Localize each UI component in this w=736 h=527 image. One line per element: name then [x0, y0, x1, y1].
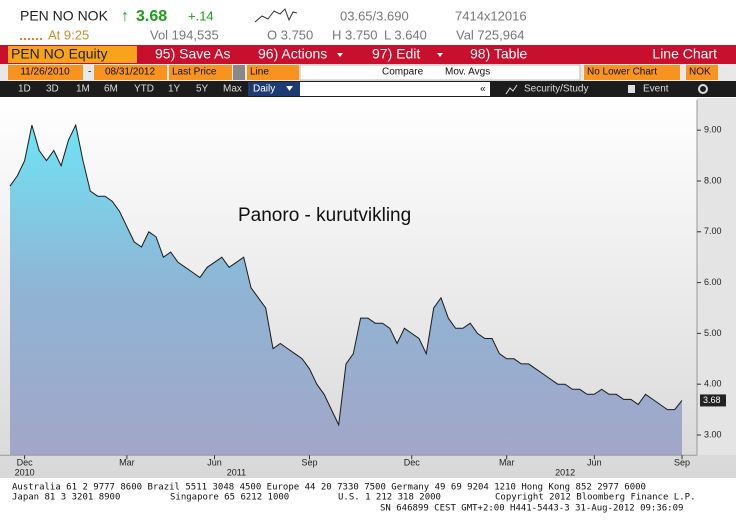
- view-title: Line Chart: [652, 46, 717, 62]
- save-as[interactable]: 95) Save As: [155, 46, 231, 62]
- y-tick-label: 4.00: [704, 379, 722, 389]
- bid-ask: 03.65/3.690: [340, 8, 409, 23]
- start-date: 11/26/2010: [20, 67, 70, 78]
- year-label: 2010: [15, 468, 35, 478]
- frequency: Daily: [253, 84, 275, 95]
- compare[interactable]: Compare: [382, 67, 424, 78]
- style-box[interactable]: [247, 65, 299, 80]
- ticker: PEN NO NOK: [20, 8, 109, 24]
- end-date: 08/31/2012: [105, 67, 155, 78]
- dropdown-arrow: [437, 53, 443, 57]
- end-box[interactable]: [94, 65, 167, 80]
- high: H 3.750: [332, 27, 378, 42]
- x-tick-label: Dec: [17, 458, 34, 468]
- y-tick-label: 7.00: [704, 226, 722, 236]
- dropdown[interactable]: [233, 65, 245, 80]
- open: O 3.750: [267, 27, 313, 42]
- range-button[interactable]: 3D: [46, 84, 59, 95]
- y-tick-label: 5.00: [704, 328, 722, 338]
- mov-avgs[interactable]: Mov. Avgs: [445, 67, 490, 78]
- start-box[interactable]: [8, 65, 83, 80]
- sparkline: [254, 8, 298, 23]
- footer-line: Singapore 65 6212 1000: [170, 493, 289, 503]
- dropdown-arrow: [337, 53, 343, 57]
- size: 7414x12016: [455, 8, 527, 23]
- x-tick-label: Dec: [404, 458, 421, 468]
- field: Last Price: [172, 67, 217, 78]
- range-button[interactable]: 1Y: [168, 84, 181, 95]
- year-label: 2012: [555, 468, 575, 478]
- footer: Australia 61 2 9777 8600 Brazil 5511 304…: [12, 483, 695, 514]
- style: Line: [250, 67, 269, 78]
- settings-icon[interactable]: [698, 84, 708, 94]
- security-study[interactable]: Security/Study: [524, 84, 588, 95]
- area: [10, 125, 682, 456]
- dropdown-arrow: [286, 86, 293, 91]
- x-tick-label: Jun: [587, 458, 602, 468]
- footer-line: Australia 61 2 9777 8600 Brazil 5511 304…: [12, 483, 646, 493]
- separator: -: [88, 67, 91, 78]
- security: PEN NO Equity: [11, 46, 107, 62]
- annotation: Panoro - kurutvikling: [238, 205, 411, 226]
- range-button[interactable]: 1D: [18, 84, 31, 95]
- field-box[interactable]: [169, 65, 232, 80]
- direction: ↑: [121, 8, 129, 25]
- frequency-box[interactable]: [248, 82, 300, 96]
- x-tick-label: Sep: [674, 458, 690, 468]
- price-line: [9, 123, 683, 427]
- toolbar-bg: [0, 45, 736, 64]
- currency-box[interactable]: [686, 65, 718, 80]
- time: At 9:25: [48, 27, 89, 42]
- last-price-label: 3.68: [703, 395, 721, 405]
- range-button[interactable]: 1M: [76, 84, 90, 95]
- value-traded: Val 725,964: [456, 27, 524, 42]
- y-tick-label: 6.00: [704, 277, 722, 287]
- range-input[interactable]: [300, 82, 490, 96]
- y-tick-label: 8.00: [704, 175, 722, 185]
- year-label: 2011: [227, 468, 246, 478]
- table[interactable]: 98) Table: [470, 46, 528, 62]
- lower-chart: No Lower Chart: [587, 67, 657, 78]
- last-price: 3.68: [136, 8, 167, 25]
- security-box[interactable]: [8, 46, 137, 63]
- actions[interactable]: 96) Actions: [258, 46, 327, 62]
- footer-line: Japan 81 3 3201 8900: [12, 493, 120, 503]
- compare-box[interactable]: [299, 64, 581, 81]
- event[interactable]: Event: [643, 84, 669, 95]
- change: +.14: [188, 8, 214, 23]
- quote-header: PEN NO NOK ↑ 3.68 +.14 03.65/3.690 7414x…: [20, 8, 527, 42]
- x-tick-label: Mar: [119, 458, 135, 468]
- range-button[interactable]: YTD: [134, 84, 154, 95]
- edit[interactable]: 97) Edit: [372, 46, 420, 62]
- footer-line: SN 646899 CEST GMT+2:00 H441-5443-3 31-A…: [380, 504, 683, 514]
- low: L 3.640: [384, 27, 427, 42]
- x-tick-label: Jun: [207, 458, 222, 468]
- range-button[interactable]: Max: [223, 84, 242, 95]
- lower-box[interactable]: [584, 65, 680, 80]
- last-price-box: [700, 394, 726, 407]
- y-tick-label: 3.00: [704, 429, 722, 439]
- event-icon: [628, 85, 635, 93]
- footer-line: Copyright 2012 Bloomberg Finance L.P.: [495, 493, 695, 503]
- range-button[interactable]: 6M: [104, 84, 118, 95]
- x-tick-label: Mar: [499, 458, 515, 468]
- currency: NOK: [689, 67, 711, 78]
- footer-line: U.S. 1 212 318 2000: [338, 493, 441, 503]
- study-icon: [505, 84, 518, 95]
- volume: Vol 194,535: [150, 27, 219, 42]
- range-button[interactable]: 5Y: [196, 84, 209, 95]
- collapse[interactable]: «: [480, 84, 486, 95]
- y-tick-label: 9.00: [704, 125, 722, 135]
- x-tick-label: Sep: [301, 458, 317, 468]
